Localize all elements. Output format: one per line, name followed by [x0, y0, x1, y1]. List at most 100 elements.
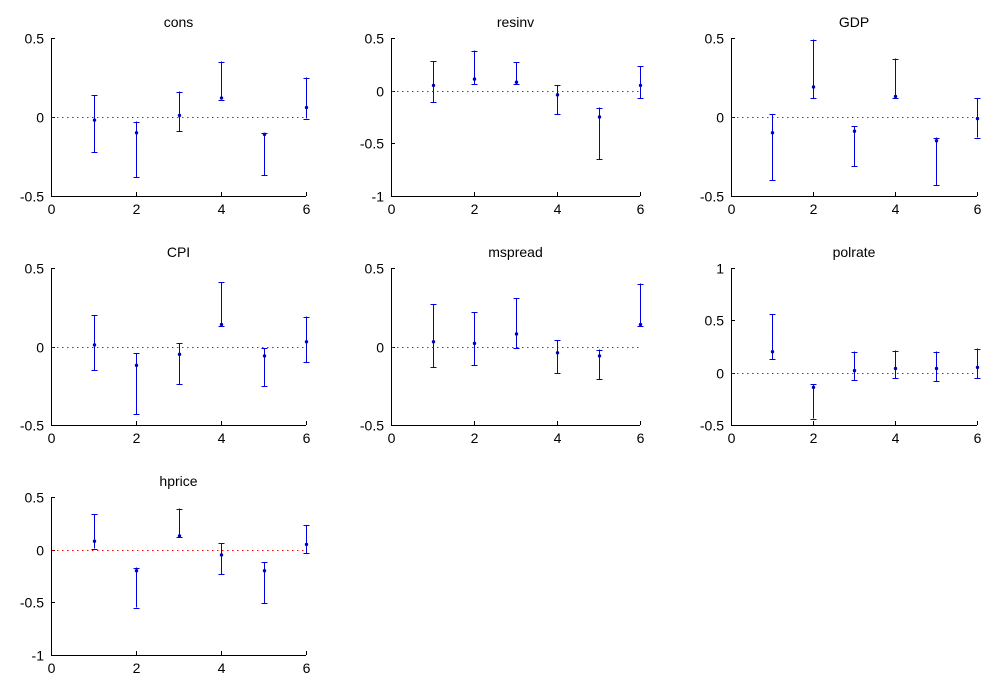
y-tick-label: 0	[36, 543, 44, 559]
x-tick-label: 2	[471, 430, 479, 446]
data-point	[770, 350, 775, 354]
error-bar	[430, 304, 437, 368]
y-tick-label: 0.5	[705, 313, 725, 329]
axes-frame	[391, 38, 640, 197]
data-point	[811, 385, 816, 390]
y-tick-label: 0.5	[25, 261, 45, 277]
data-point	[219, 553, 224, 557]
panel-title: CPI	[167, 244, 190, 260]
error-bar	[91, 315, 98, 371]
data-point	[134, 569, 139, 573]
error-bar	[851, 126, 858, 167]
data-point	[262, 569, 267, 573]
data-point	[92, 539, 97, 543]
panel-title: polrate	[833, 244, 876, 260]
x-tick-label: 4	[892, 201, 900, 217]
data-point	[514, 332, 519, 336]
error-bar	[218, 282, 225, 327]
data-point	[262, 354, 267, 358]
x-tick-label: 6	[303, 660, 311, 676]
panel-cons: cons-0.500.50 2 4 6	[20, 14, 311, 217]
y-tick-label: -0.5	[20, 189, 44, 205]
error-bar	[637, 66, 644, 99]
data-point	[472, 341, 477, 346]
panel-cpi: CPI-0.500.50 2 4 6	[20, 244, 311, 446]
panel-title: cons	[164, 14, 194, 30]
data-point	[852, 129, 857, 133]
data-point	[134, 131, 139, 135]
panel-title: GDP	[839, 14, 869, 30]
panel-title: hprice	[159, 473, 197, 489]
data-point	[893, 94, 898, 99]
y-tick-label: -0.5	[700, 418, 724, 434]
error-bar	[554, 340, 561, 374]
x-tick-label: 4	[892, 430, 900, 446]
panel-title: resinv	[497, 14, 534, 30]
data-point	[975, 116, 980, 121]
x-tick-label: 4	[554, 201, 562, 217]
error-bar	[933, 137, 940, 186]
data-point	[304, 105, 309, 110]
error-bar	[810, 39, 817, 99]
error-bar	[261, 348, 268, 387]
data-point	[431, 340, 436, 344]
data-point	[177, 534, 182, 538]
data-point	[975, 365, 980, 370]
data-point	[555, 93, 560, 97]
error-bar	[303, 525, 310, 554]
x-tick-label: 2	[471, 201, 479, 217]
error-bar	[430, 61, 437, 103]
data-point	[597, 115, 602, 119]
x-tick-label: 6	[303, 430, 311, 446]
panel-hprice: hprice -1 -0.5 0 0.5 0 2 4 6	[20, 473, 311, 676]
y-tick-label: -0.5	[20, 595, 44, 611]
data-point	[934, 139, 939, 143]
x-tick-label: 2	[810, 430, 818, 446]
y-tick-label: 0.5	[25, 490, 45, 506]
x-tick-label: 0	[48, 660, 56, 676]
x-tick-label: 0	[48, 430, 56, 446]
error-bar	[769, 113, 776, 181]
y-tick-label: 0	[716, 110, 724, 126]
x-tick-label: 2	[810, 201, 818, 217]
x-tick-label: 0	[388, 430, 396, 446]
error-bar	[637, 283, 644, 327]
error-bar	[513, 297, 520, 349]
y-tick-label: -0.5	[360, 418, 384, 434]
axes-frame	[51, 497, 306, 656]
data-point	[304, 542, 309, 547]
data-point	[92, 343, 97, 347]
x-tick-label: 0	[48, 201, 56, 217]
x-tick-label: 2	[133, 430, 141, 446]
y-tick-label: 0	[36, 110, 44, 126]
error-bar	[303, 77, 310, 120]
data-point	[597, 354, 602, 358]
y-tick-label: 0	[376, 84, 384, 100]
y-tick-label: 0.5	[25, 31, 45, 47]
error-bar	[261, 562, 268, 604]
axes-frame	[731, 268, 977, 426]
error-bar	[218, 543, 225, 575]
error-bar	[810, 384, 817, 420]
x-tick-label: 2	[133, 660, 141, 676]
panel-gdp: GDP-0.500.50 2 4 6	[700, 14, 982, 217]
error-bar	[133, 121, 140, 178]
x-tick-label: 6	[974, 430, 982, 446]
error-bar	[91, 94, 98, 153]
data-point	[514, 80, 519, 84]
panel-title: mspread	[488, 244, 542, 260]
error-bar	[596, 349, 603, 380]
y-tick-label: 0	[36, 340, 44, 356]
data-point	[262, 132, 267, 137]
error-bar	[218, 61, 225, 101]
panel-mspread: mspread-0.500.50 2 4 6	[360, 244, 645, 446]
data-point	[431, 83, 436, 88]
data-point	[811, 85, 816, 89]
error-bar	[554, 85, 561, 115]
error-bar	[261, 132, 268, 176]
error-bar	[892, 350, 899, 379]
panel-resinv: resinv -1 -0.5 0 0.5 0 2 4 6	[360, 14, 645, 217]
data-point	[177, 113, 182, 118]
error-bar	[176, 91, 183, 132]
